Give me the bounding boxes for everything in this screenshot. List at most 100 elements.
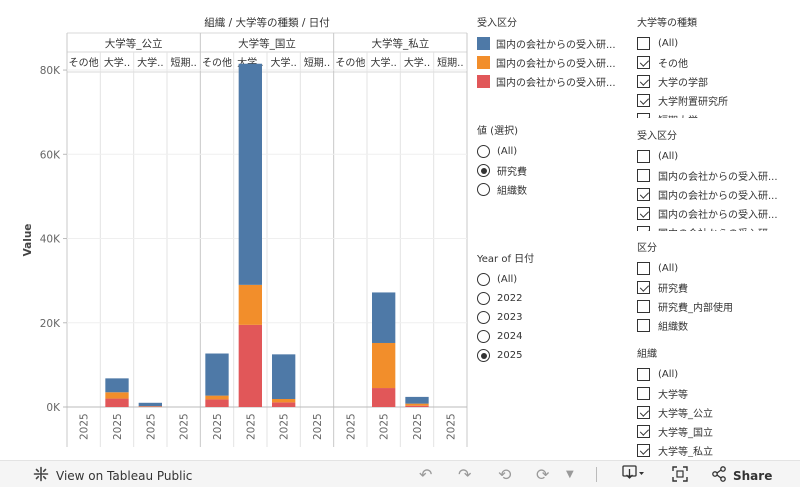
bar-segment[interactable] [405,403,429,406]
bar-segment[interactable] [205,399,229,407]
checkbox[interactable] [637,113,650,118]
radio-button[interactable] [477,311,490,324]
checkbox[interactable] [637,262,650,275]
bar-segment[interactable] [238,284,262,325]
year-parameter-option[interactable]: 2025 [477,346,617,365]
filter-category-item[interactable]: 国内の会社からの受入研... [637,204,789,223]
download-icon[interactable] [622,465,646,485]
filter-kubun-item[interactable]: 組織数 [637,316,789,335]
x-tick-label: 2025 [412,413,424,440]
share-button[interactable]: Share [711,466,772,485]
value-parameter-option[interactable]: (All) [477,142,617,161]
filter-kubun-item[interactable]: (All) [637,259,789,278]
checkbox[interactable] [637,150,650,163]
radio-button[interactable] [477,292,490,305]
filter-organization-item[interactable]: 大学等 [637,384,789,403]
legend-item[interactable]: 国内の会社からの受入研... [477,72,627,91]
checkbox[interactable] [637,188,650,201]
year-parameter-title: Year of 日付 [477,254,535,265]
undo-icon[interactable]: ↶ [419,465,433,484]
tableau-toolbar: View on Tableau Public ↶ ↷ ⟲ ⟳ ▼ [0,460,800,487]
filter-kubun-item[interactable]: 研究費 [637,278,789,297]
refresh-icon[interactable]: ⟳ [536,465,550,484]
view-on-tableau-public-button[interactable]: View on Tableau Public [33,466,192,485]
legend-item[interactable]: 国内の会社からの受入研... [477,53,627,72]
bar-segment[interactable] [105,378,129,393]
filter-organization-item-label: 大学等 [658,390,688,401]
checkbox[interactable] [637,226,650,231]
pause-dropdown-icon[interactable]: ▼ [566,469,574,480]
checkbox[interactable] [637,406,650,419]
checkbox[interactable] [637,169,650,182]
bar-segment[interactable] [105,398,129,407]
checkbox[interactable] [637,37,650,50]
redo-icon[interactable]: ↷ [458,465,472,484]
year-parameter-option[interactable]: 2022 [477,289,617,308]
legend-item[interactable]: 国内の会社からの受入研... [477,34,627,53]
radio-button[interactable] [477,183,490,196]
bar-segment[interactable] [372,342,396,389]
bar-segment[interactable] [272,354,296,399]
value-parameter-title: 値 (選択) [477,126,518,137]
filter-organization-item[interactable]: 大学等_公立 [637,403,789,422]
bar-segment[interactable] [205,353,229,396]
subcategory-header-label: 大学.. [270,56,296,69]
checkbox[interactable] [637,425,650,438]
bar-segment[interactable] [272,398,296,403]
bar-segment[interactable] [105,392,129,399]
x-tick-label: 2025 [445,413,457,440]
checkbox[interactable] [637,56,650,69]
subcategory-header-label: 短期.. [437,56,463,69]
filter-category-item[interactable]: 国内の会社からの受入研 [637,223,789,231]
checkbox[interactable] [637,319,650,332]
filter-organization-item[interactable]: (All) [637,365,789,384]
radio-button[interactable] [477,349,490,362]
filter-category-item[interactable]: (All) [637,147,789,166]
bar-segment[interactable] [405,405,429,407]
radio-button[interactable] [477,273,490,286]
filter-category-item[interactable]: 国内の会社からの受入研... [637,166,789,185]
subcategory-header-label: その他 [69,56,99,69]
filter-category-item[interactable]: 国内の会社からの受入研... [637,185,789,204]
filter-kubun-title: 区分 [637,243,657,254]
year-parameter-option[interactable]: (All) [477,270,617,289]
revert-icon[interactable]: ⟲ [498,465,512,484]
bar-segment[interactable] [138,402,162,407]
filter-university-type-item[interactable]: (All) [637,34,789,53]
radio-button[interactable] [477,330,490,343]
radio-button[interactable] [477,145,490,158]
filter-university-type-item[interactable]: 大学附置研究所 [637,91,789,110]
value-parameter-option-label: (All) [497,146,518,157]
filter-organization-item[interactable]: 大学等_私立 [637,441,789,457]
toolbar-divider [596,467,597,482]
filter-organization-item[interactable]: 大学等_国立 [637,422,789,441]
bar-segment[interactable] [238,63,262,285]
filter-university-type-item[interactable]: 大学の学部 [637,72,789,91]
bar-segment[interactable] [405,396,429,404]
checkbox[interactable] [637,75,650,88]
filter-university-type-item[interactable]: その他 [637,53,789,72]
checkbox[interactable] [637,94,650,107]
bar-segment[interactable] [272,402,296,407]
bar-segment[interactable] [372,292,396,343]
year-parameter-option[interactable]: 2024 [477,327,617,346]
value-parameter-option[interactable]: 研究費 [477,161,617,180]
checkbox[interactable] [637,368,650,381]
year-parameter-option[interactable]: 2023 [477,308,617,327]
checkbox[interactable] [637,207,650,220]
subcategory-header-label: 短期.. [304,56,330,69]
filter-university-type-item[interactable]: 短期大学 [637,110,789,118]
value-parameter-option[interactable]: 組織数 [477,180,617,199]
fullscreen-icon[interactable] [672,466,688,486]
filter-kubun-item[interactable]: 研究費_内部使用 [637,297,789,316]
bar-segment[interactable] [238,324,262,407]
bar-segment[interactable] [205,395,229,400]
checkbox[interactable] [637,300,650,313]
checkbox[interactable] [637,281,650,294]
checkbox[interactable] [637,387,650,400]
filter-organization-item-label: 大学等_国立 [658,428,713,439]
checkbox[interactable] [637,444,650,457]
bar-segment[interactable] [372,388,396,407]
radio-button[interactable] [477,164,490,177]
